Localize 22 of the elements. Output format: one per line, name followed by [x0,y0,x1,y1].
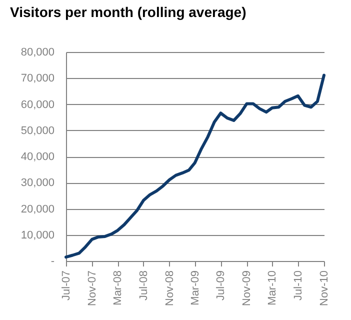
y-tick-label: 80,000 [20,46,54,58]
line-series [64,74,326,259]
y-tick-label: 60,000 [20,98,54,111]
x-tick-label: Nov-08 [164,270,176,306]
x-tick-label: Jul-07 [60,270,72,300]
x-tick-label: Mar-08 [112,270,124,306]
chart-title: Visitors per month (rolling average) [10,4,246,20]
x-tick-label: Nov-07 [86,270,99,306]
x-tick-label: Jul-10 [292,270,304,300]
x-tick-label: Mar-10 [266,270,279,306]
x-tick-label: Mar-09 [189,270,202,306]
x-tick-label: Nov-10 [318,270,330,306]
y-tick-label: 20,000 [20,203,54,216]
x-tick-label: Jul-08 [138,270,150,300]
x-tick-label: Jul-09 [215,270,228,300]
y-tick-label: 10,000 [20,229,54,242]
y-tick-label: - [50,256,55,268]
y-tick-label: 70,000 [20,72,54,85]
y-tick-label: 50,000 [20,124,54,137]
y-tick-label: 40,000 [20,151,54,163]
x-tick-label: Nov-09 [241,270,254,306]
y-tick-label: 30,000 [20,177,54,190]
